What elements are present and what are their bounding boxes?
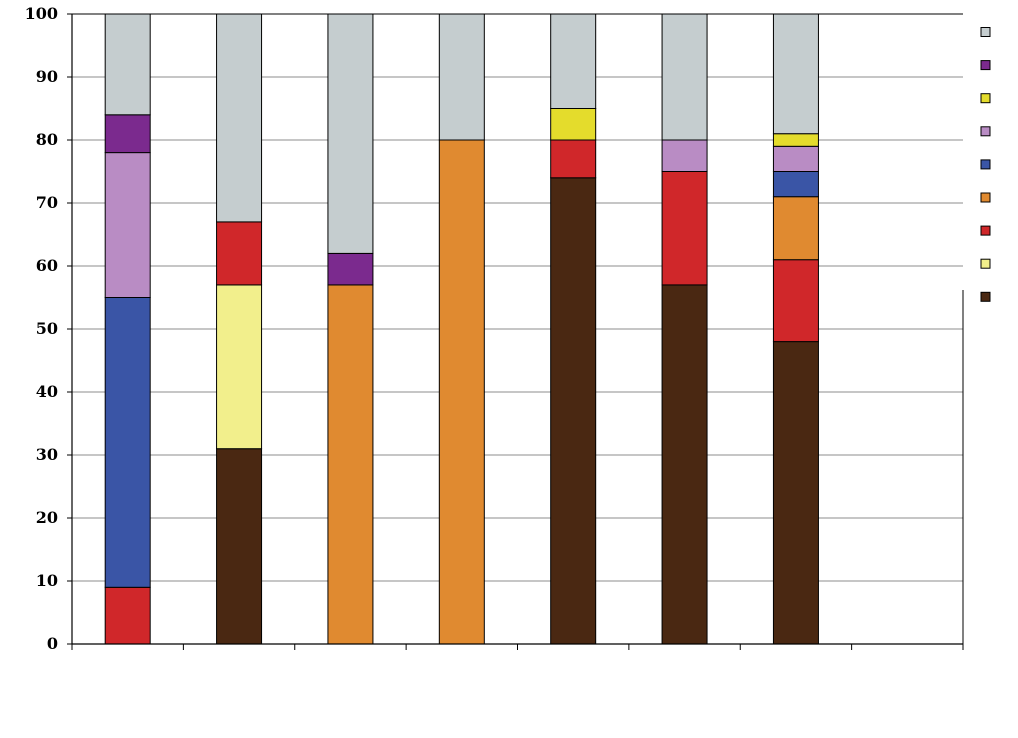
legend-swatch — [980, 60, 991, 71]
legend-swatch — [980, 192, 991, 203]
bar-segment-s2-c0 — [104, 586, 151, 645]
bar-segment-s2-c4 — [550, 139, 597, 179]
bar-segment-s8-c6 — [772, 13, 819, 135]
y-tick-label: 80 — [36, 130, 58, 149]
bar-segment-s8-c4 — [550, 13, 597, 109]
bar-segment-s5-c0 — [104, 152, 151, 298]
y-tick-label: 90 — [36, 67, 58, 86]
bar-segment-s5-c6 — [772, 145, 819, 173]
y-tick-label: 20 — [36, 508, 58, 527]
y-tick-label: 10 — [36, 571, 58, 590]
bar-segment-s4-c6 — [772, 171, 819, 198]
bar-segment-s2-c5 — [661, 171, 708, 286]
bar-segment-s8-c0 — [104, 13, 151, 116]
bar-segment-s0-c4 — [550, 177, 597, 645]
bar-segment-s1-c1 — [216, 284, 263, 450]
bar-segment-s3-c6 — [772, 196, 819, 261]
bar-segment-s0-c5 — [661, 284, 708, 645]
legend-swatch — [980, 225, 991, 236]
bar-segment-s2-c6 — [772, 259, 819, 343]
gridlines — [72, 13, 963, 582]
y-tick-label: 40 — [36, 382, 58, 401]
axes — [67, 13, 964, 650]
bar-segment-s6-c6 — [772, 133, 819, 147]
legend-swatch — [980, 291, 991, 302]
bar-segment-s8-c3 — [438, 13, 485, 141]
bar-segment-s3-c2 — [327, 284, 374, 645]
legend-swatch — [980, 93, 991, 104]
bar-segment-s5-c5 — [661, 139, 708, 172]
bar-segment-s8-c1 — [216, 13, 263, 223]
bar-segment-s8-c5 — [661, 13, 708, 141]
y-tick-label: 70 — [36, 193, 58, 212]
legend-swatch — [980, 159, 991, 170]
bar-segment-s2-c1 — [216, 221, 263, 286]
legend-swatch — [980, 126, 991, 137]
bar-segment-s4-c0 — [104, 297, 151, 588]
bar-segment-s8-c2 — [327, 13, 374, 254]
bars — [104, 13, 819, 645]
y-tick-label: 30 — [36, 445, 58, 464]
y-tick-labels: 0 10 20 30 40 50 60 70 80 90 100 — [25, 4, 58, 653]
y-tick-label: 50 — [36, 319, 58, 338]
bar-segment-s6-c4 — [550, 108, 597, 141]
y-tick-label: 100 — [25, 4, 58, 23]
legend — [980, 27, 991, 302]
bar-segment-s7-c0 — [104, 114, 151, 154]
legend-swatch — [980, 258, 991, 269]
legend-swatch — [980, 27, 991, 37]
bar-segment-s7-c2 — [327, 252, 374, 286]
bar-segment-s0-c6 — [772, 341, 819, 645]
bar-segment-s0-c1 — [216, 448, 263, 645]
bar-segment-s3-c3 — [438, 139, 485, 645]
y-tick-label: 60 — [36, 256, 58, 275]
y-tick-label: 0 — [47, 634, 58, 653]
